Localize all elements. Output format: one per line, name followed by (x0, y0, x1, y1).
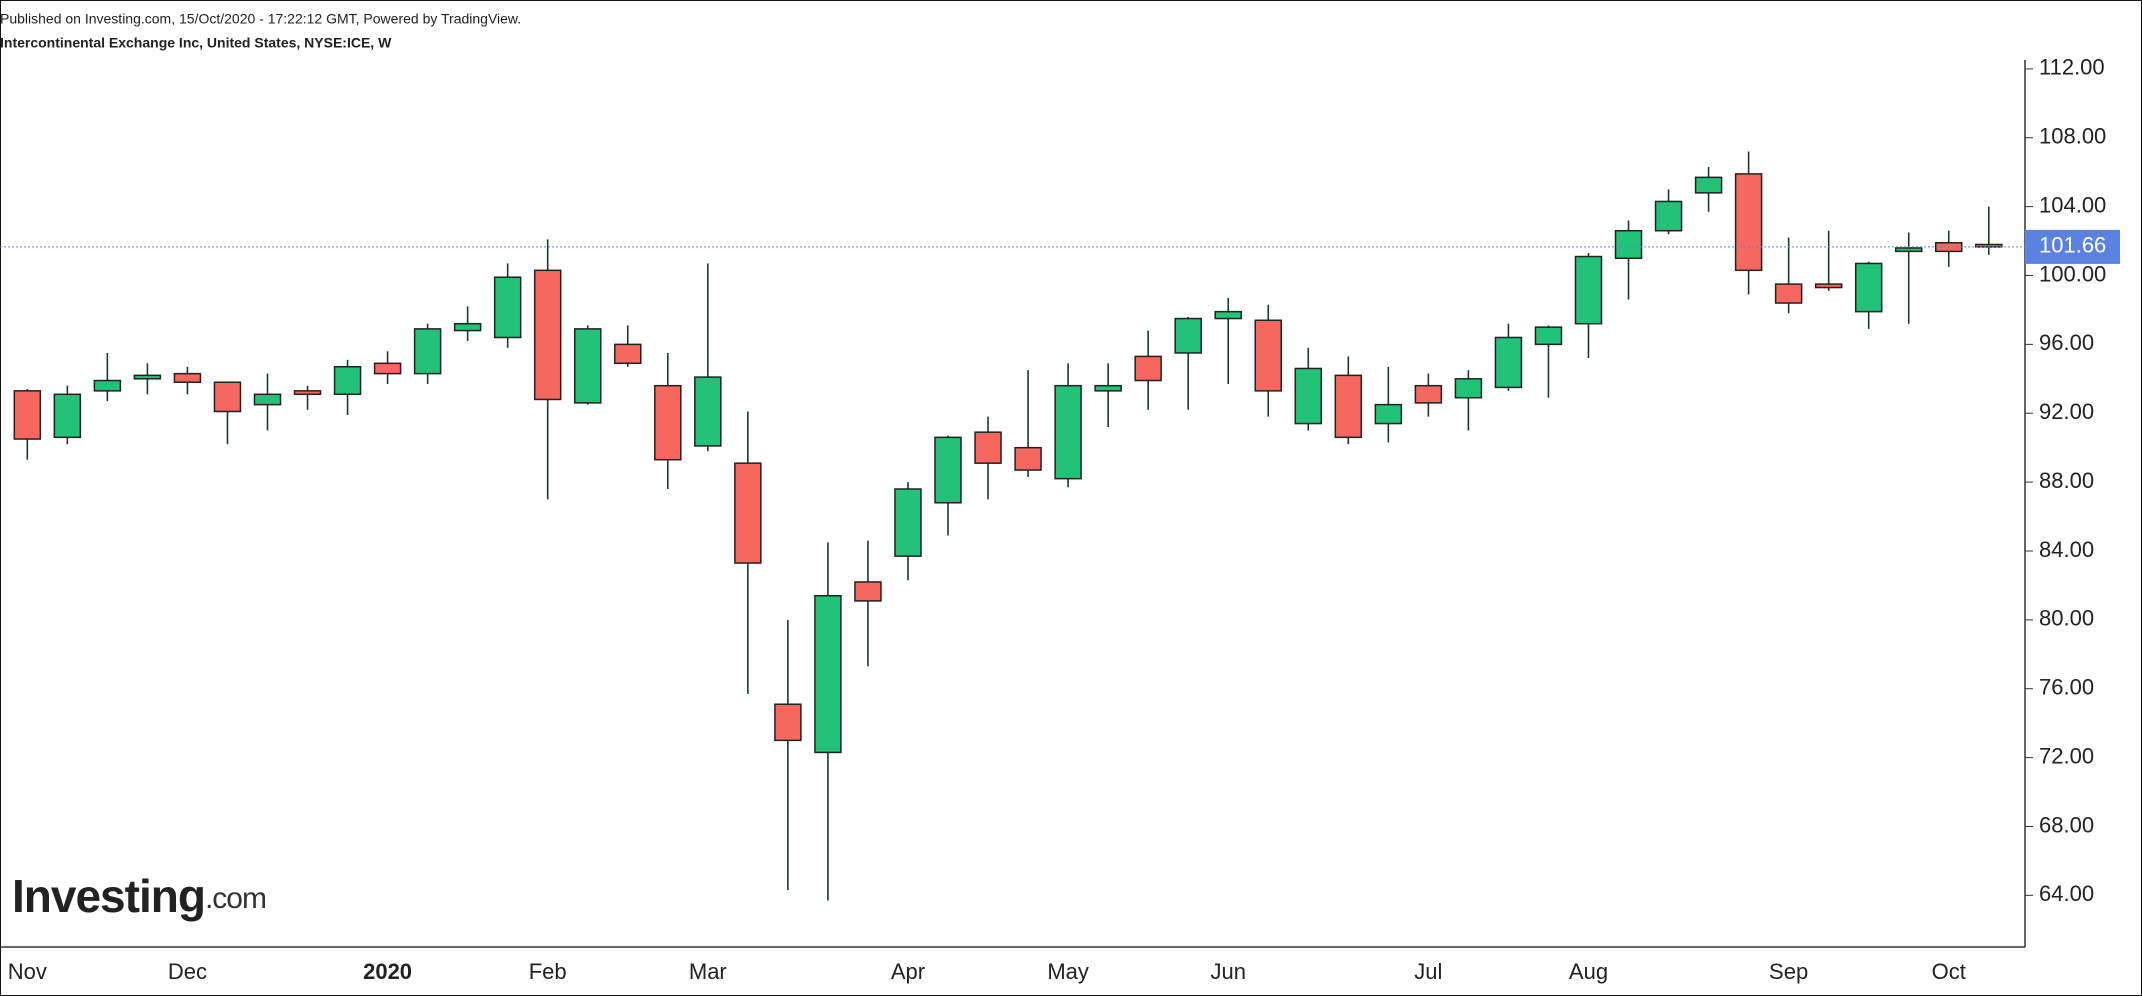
x-tick-label: 2020 (363, 959, 412, 984)
x-tick-label: May (1047, 959, 1089, 984)
y-tick-label: 92.00 (2039, 399, 2094, 424)
candle-body (1174, 317, 1202, 354)
x-tick-label: Apr (891, 959, 925, 984)
candle-body (694, 376, 722, 447)
candle-body (293, 390, 322, 396)
logo-suffix: .com (205, 882, 266, 915)
last-price-box (2025, 229, 2120, 264)
candle-body (253, 393, 282, 406)
x-tick-label: Aug (1569, 959, 1608, 984)
candle-body (1294, 367, 1323, 425)
candle-body (1574, 255, 1603, 325)
candle-body (1654, 200, 1683, 232)
x-tick-label: Feb (529, 959, 567, 984)
candle-body (1734, 173, 1763, 272)
chart-subtitle: Published on Investing.com, 15/Oct/2020 … (0, 11, 521, 27)
candle-body (1374, 403, 1403, 425)
y-tick-label: 96.00 (2039, 330, 2094, 355)
candle-body (1694, 176, 1723, 194)
logo-name: Investing (12, 870, 205, 922)
candle-body (1854, 262, 1883, 313)
y-tick-label: 80.00 (2039, 606, 2094, 631)
candle-body (814, 594, 842, 754)
candle-body (1494, 336, 1523, 389)
candle-body (854, 581, 882, 602)
candle-body (453, 322, 482, 332)
candle-body (1014, 446, 1042, 471)
y-tick-label: 72.00 (2039, 743, 2094, 768)
y-tick-label: 112.00 (2039, 55, 2105, 80)
y-tick-label: 76.00 (2039, 675, 2094, 700)
candle-body (934, 436, 962, 504)
y-tick-label: 104.00 (2039, 192, 2106, 217)
candle-body (1334, 374, 1363, 439)
candle-body (1094, 384, 1122, 392)
candle-body (1814, 283, 1843, 289)
y-tick-label: 68.00 (2039, 812, 2094, 837)
candle-body (413, 328, 442, 375)
x-tick-label: Mar (689, 959, 727, 984)
candle-body (1254, 319, 1282, 392)
candle-body (1774, 283, 1803, 304)
candle-body (333, 365, 362, 396)
candle-body (774, 703, 802, 742)
chart-title: Intercontinental Exchange Inc, United St… (0, 35, 392, 51)
candle-body (133, 374, 162, 380)
x-tick-label: Nov (8, 959, 47, 984)
candle-body (894, 488, 922, 557)
y-tick-label: 88.00 (2039, 468, 2094, 493)
last-price-label: 101.66 (2039, 233, 2106, 258)
candle-body (13, 390, 42, 440)
candle-body (93, 379, 122, 392)
candle-body (1894, 247, 1923, 253)
y-tick-label: 108.00 (2039, 124, 2106, 149)
candle-body (53, 393, 82, 439)
y-tick-label: 84.00 (2039, 537, 2094, 562)
candle-body (1054, 384, 1082, 480)
logo: Investing.com (12, 870, 266, 922)
candle-body (734, 462, 762, 564)
candle-body (213, 381, 242, 413)
candle-body (493, 276, 522, 339)
candle-body (533, 269, 562, 401)
candle-body (654, 384, 682, 461)
candle-body (173, 372, 202, 383)
x-tick-label: Oct (1932, 959, 1966, 984)
x-tick-label: Dec (168, 959, 207, 984)
y-tick-label: 100.00 (2039, 261, 2106, 286)
candle-body (974, 431, 1002, 464)
candle-body (614, 343, 642, 365)
candle-body (1534, 326, 1563, 346)
candle-body (1614, 229, 1643, 260)
x-tick-label: Jul (1414, 959, 1442, 984)
x-tick-label: Sep (1769, 959, 1808, 984)
candle-body (373, 362, 402, 375)
candle-body (573, 328, 602, 404)
candle-body (1454, 378, 1483, 399)
candle-body (1214, 310, 1242, 320)
x-tick-label: Jun (1210, 959, 1245, 984)
y-tick-label: 64.00 (2039, 881, 2094, 906)
candle-body (1414, 384, 1443, 404)
candle-body (1134, 355, 1162, 382)
